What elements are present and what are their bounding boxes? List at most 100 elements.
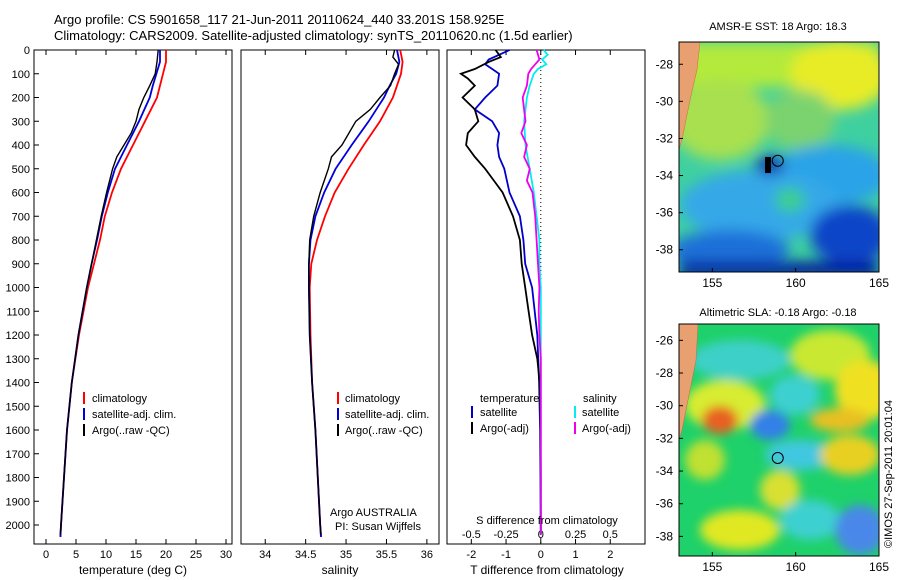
depth-axis: 0 100 200 300 400 500 600 700 800 900 1000 1100 1200… xyxy=(6,45,451,532)
y-tick-label: 800 xyxy=(12,235,30,247)
difference-axes-frame xyxy=(446,49,646,545)
y-tick-label: 500 xyxy=(12,164,30,176)
australia-coast-land xyxy=(679,42,701,151)
y-tick-label: 1600 xyxy=(6,425,30,437)
y-tick-label: 1000 xyxy=(6,283,30,295)
sst-float-marker xyxy=(771,154,784,167)
legend-argo-label: Argo(..raw -QC) xyxy=(345,425,423,437)
lon-tick-label: 165 xyxy=(869,276,889,290)
y-tick-label: 1200 xyxy=(6,330,30,342)
temperature-legend: climatology satellite-adj. clim. Argo(..… xyxy=(83,392,176,437)
x-tick-label: 15 xyxy=(130,549,142,561)
salinity-plot-lines xyxy=(307,49,404,537)
y-tick-label: 1800 xyxy=(6,473,30,485)
lon-tick-label: 155 xyxy=(702,276,722,290)
sla-map-title: Altimetric SLA: -0.18 Argo: -0.18 xyxy=(699,307,856,319)
y-tick-label: 100 xyxy=(12,69,30,81)
lat-tick-label: -36 xyxy=(656,497,674,511)
salinity-legend: climatology satellite-adj. clim. Argo(..… xyxy=(337,392,429,437)
series-line-argo xyxy=(308,49,400,535)
x-tick-label: 0 xyxy=(43,549,49,561)
sla-map-panel: Altimetric SLA: -0.18 Argo: -0.18 xyxy=(656,307,890,574)
x-tick-label: 30 xyxy=(220,549,232,561)
imos-timestamp: ©IMOS 27-Sep-2011 20:01:04 xyxy=(883,400,895,548)
series-line-t-argo xyxy=(458,49,542,535)
lon-tick-label: 160 xyxy=(786,560,806,574)
lat-tick-label: -38 xyxy=(656,529,674,543)
credit-organisation: Argo AUSTRALIA xyxy=(330,507,417,519)
sla-map-axes: 155 160 165 -26 -28 -30 -32 -34 -36 -38 xyxy=(656,333,890,574)
y-tick-label: 600 xyxy=(12,188,30,200)
sst-map-title: AMSR-E SST: 18 Argo: 18.3 xyxy=(709,21,847,33)
x-tick-label: 20 xyxy=(160,549,172,561)
s-tick-label: -0.5 xyxy=(462,529,481,541)
x-tick-label: 34 xyxy=(259,549,271,561)
lat-tick-label: -32 xyxy=(656,431,674,445)
y-tick-label: 400 xyxy=(12,140,30,152)
x-tick-label: -2 xyxy=(466,549,476,561)
legend-satellite-label: satellite-adj. clim. xyxy=(92,409,176,421)
s-tick-label: 0 xyxy=(538,529,544,541)
y-tick-label: 1900 xyxy=(6,496,30,508)
difference-plot-lines xyxy=(458,49,549,535)
temperature-xlabel: temperature (deg C) xyxy=(79,563,187,577)
lat-tick-label: -30 xyxy=(656,94,674,108)
lat-tick-label: -26 xyxy=(656,333,674,347)
x-tick-label: 35.5 xyxy=(376,549,397,561)
x-tick-label: 2 xyxy=(607,549,613,561)
y-tick-label: 1700 xyxy=(6,449,30,461)
temperature-plot-lines xyxy=(59,49,167,537)
legend-temperature-header: temperature xyxy=(480,393,539,405)
lat-tick-label: -34 xyxy=(656,169,674,183)
y-tick-label: 300 xyxy=(12,116,30,128)
s-difference-axis: -0.5 -0.25 0 0.25 0.5 xyxy=(462,529,618,541)
legend-satellite-label: satellite-adj. clim. xyxy=(345,409,429,421)
s-tick-label: -0.25 xyxy=(494,529,519,541)
temperature-x-axis: 0 5 10 15 20 25 30 xyxy=(43,50,232,561)
temperature-panel: 0100200300400500600700800900100011001200… xyxy=(6,45,451,577)
x-tick-label: 5 xyxy=(73,549,79,561)
s-tick-label: 0.5 xyxy=(603,529,618,541)
lat-tick-label: -28 xyxy=(656,57,674,71)
y-tick-label: 0 xyxy=(24,45,30,57)
y-tick-label: 900 xyxy=(12,259,30,271)
legend-s-argo-label: Argo(-adj) xyxy=(582,423,631,435)
x-tick-label: 1 xyxy=(572,549,578,561)
x-tick-label: 10 xyxy=(100,549,112,561)
argo-data-marker xyxy=(765,157,771,173)
credit-pi: PI: Susan Wijffels xyxy=(335,521,421,533)
legend-t-satellite-label: satellite xyxy=(480,407,517,419)
lat-tick-label: -28 xyxy=(656,366,674,380)
t-difference-xlabel: T difference from climatology xyxy=(470,563,624,577)
legend-s-satellite-label: satellite xyxy=(582,407,619,419)
legend-t-argo-label: Argo(-adj) xyxy=(480,423,529,435)
lat-tick-label: -34 xyxy=(656,464,674,478)
series-line-argo xyxy=(59,49,159,535)
lat-tick-label: -36 xyxy=(656,206,674,220)
lat-tick-label: -32 xyxy=(656,131,674,145)
sst-map-panel: AMSR-E SST: 18 Argo: 18.3 155 160 165 -28 -3… xyxy=(656,21,890,290)
legend-salinity-header: salinity xyxy=(583,393,617,405)
y-tick-label: 2000 xyxy=(6,520,30,532)
lat-tick-label: -38 xyxy=(656,243,674,257)
y-tick-label: 1100 xyxy=(6,306,30,318)
sla-float-marker xyxy=(771,451,784,464)
lon-tick-label: 165 xyxy=(869,560,889,574)
series-line-s-argo xyxy=(520,49,542,535)
y-tick-label: 1500 xyxy=(6,401,30,413)
y-tick-label: 200 xyxy=(12,93,30,105)
sst-heatmap xyxy=(679,42,879,272)
salinity-panel: 34 34.5 35 35.5 36 salinity climatology sate… xyxy=(240,49,440,577)
figure-title-line1: Argo profile: CS 5901658_117 21-Jun-2011… xyxy=(54,12,505,27)
x-tick-label: 25 xyxy=(190,549,202,561)
x-tick-label: -1 xyxy=(501,549,511,561)
difference-panel: -2 -1 0 1 2 -0.5 -0.25 0 0.25 0.5 T difference f… xyxy=(446,49,646,577)
x-tick-label: 36 xyxy=(421,549,433,561)
s-difference-label: S difference from climatology xyxy=(476,515,618,527)
x-tick-label: 34.5 xyxy=(295,549,316,561)
sla-heatmap xyxy=(679,324,879,556)
legend-argo-label: Argo(..raw -QC) xyxy=(92,425,170,437)
legend-climatology-label: climatology xyxy=(92,393,148,405)
s-tick-label: 0.25 xyxy=(565,529,586,541)
